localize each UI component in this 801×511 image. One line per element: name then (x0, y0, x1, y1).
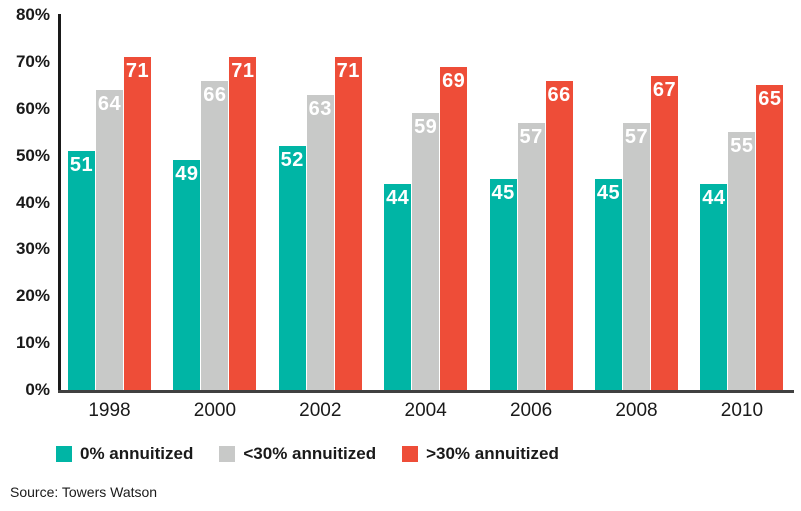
bar-2006-series-0: 45 (489, 179, 517, 390)
legend: 0% annuitized <30% annuitized >30% annuiti… (56, 444, 559, 464)
bar-2010-series-1: 55 (728, 132, 756, 390)
bar-group-2008: 45 57 67 (595, 15, 678, 390)
legend-label: >30% annuitized (426, 444, 559, 463)
bar-value-label: 63 (308, 97, 332, 120)
bar-value-label: 49 (175, 163, 199, 186)
bar-group-1998: 51 64 71 (68, 15, 151, 390)
bar-value-label: 57 (519, 125, 543, 148)
bar-value-label: 44 (702, 186, 726, 209)
bar-2010-series-0: 44 (700, 183, 728, 390)
bar-group-2010: 44 55 65 (700, 15, 784, 390)
bar-value-label: 71 (125, 60, 150, 83)
legend-swatch-icon (56, 446, 72, 462)
x-category-label: 2008 (615, 400, 658, 421)
bar-2008-series-0: 45 (595, 179, 622, 390)
bar-1998-series-1: 64 (96, 90, 123, 390)
bar-value-label: 66 (203, 83, 227, 106)
bar-value-label: 71 (231, 60, 255, 83)
y-tick-label: 50% (15, 145, 50, 165)
bar-2000-series-1: 66 (201, 80, 229, 390)
bar-1998-series-2: 71 (124, 57, 151, 390)
bar-value-label: 64 (97, 93, 122, 115)
bar-value-label: 51 (69, 153, 94, 176)
bar-group-2002: 52 63 71 (278, 15, 362, 390)
y-tick-label: 40% (15, 192, 50, 212)
bar-value-label: 44 (386, 186, 410, 209)
bar-group-2004: 44 59 69 (384, 15, 468, 390)
bar-value-label: 67 (652, 78, 677, 101)
bar-value-label: 66 (547, 83, 571, 106)
x-category-label: 2006 (509, 400, 553, 421)
legend-swatch-icon (219, 446, 236, 462)
bar-2000-series-0: 49 (173, 160, 201, 390)
bar-value-label: 55 (730, 135, 754, 158)
y-tick-label: 60% (15, 98, 50, 118)
bar-1998-series-0: 51 (68, 150, 95, 390)
bar-2006-series-1: 57 (517, 122, 545, 390)
y-tick-label: 30% (15, 239, 50, 259)
y-tick-label: 0% (25, 380, 50, 399)
legend-label: 0% annuitized (80, 444, 194, 463)
x-category-label: 2002 (299, 400, 342, 421)
bar-2002-series-0: 52 (278, 146, 306, 390)
legend-item-2: >30% annuitized (402, 444, 559, 464)
bar-2008-series-1: 57 (623, 122, 650, 390)
y-tick-label: 80% (15, 5, 50, 24)
legend-label: <30% annuitized (243, 444, 377, 463)
bar-2010-series-2: 65 (756, 85, 784, 390)
y-tick-label: 10% (15, 333, 50, 353)
bar-2006-series-2: 66 (545, 80, 573, 390)
legend-swatch-icon (402, 446, 419, 462)
bar-value-label: 52 (280, 149, 304, 172)
bar-group-2006: 45 57 66 (489, 15, 573, 390)
bar-value-label: 45 (491, 182, 515, 205)
legend-item-1: <30% annuitized (219, 444, 376, 464)
bar-2008-series-2: 67 (651, 75, 678, 390)
legend-item-0: 0% annuitized (56, 444, 193, 464)
bar-value-label: 59 (414, 116, 438, 139)
bar-2004-series-0: 44 (384, 183, 412, 390)
x-category-label: 2004 (404, 400, 447, 421)
bar-value-label: 45 (596, 182, 621, 205)
bar-value-label: 71 (336, 60, 360, 83)
bar-value-label: 69 (442, 69, 466, 92)
bar-2000-series-2: 71 (229, 57, 257, 390)
y-tick-label: 20% (15, 286, 50, 306)
y-axis-line (58, 14, 61, 393)
bar-value-label: 65 (758, 88, 782, 111)
x-category-label: 1998 (88, 400, 131, 421)
x-category-label: 2000 (193, 400, 237, 421)
y-tick-label: 70% (15, 51, 50, 71)
bar-2004-series-2: 69 (440, 66, 468, 390)
bar-2004-series-1: 59 (412, 113, 440, 390)
bar-2002-series-2: 71 (334, 57, 362, 390)
plot-area: 51 64 71 49 66 71 52 63 71 44 59 69 45 57 66 45 57 67 44 55… (58, 15, 793, 390)
bar-group-2000: 49 66 71 (173, 15, 257, 390)
x-axis-line (58, 390, 794, 393)
bar-2002-series-1: 63 (306, 94, 334, 390)
x-category-label: 2010 (720, 400, 764, 421)
source-note: Source: Towers Watson (10, 484, 158, 500)
bar-value-label: 57 (624, 125, 649, 148)
